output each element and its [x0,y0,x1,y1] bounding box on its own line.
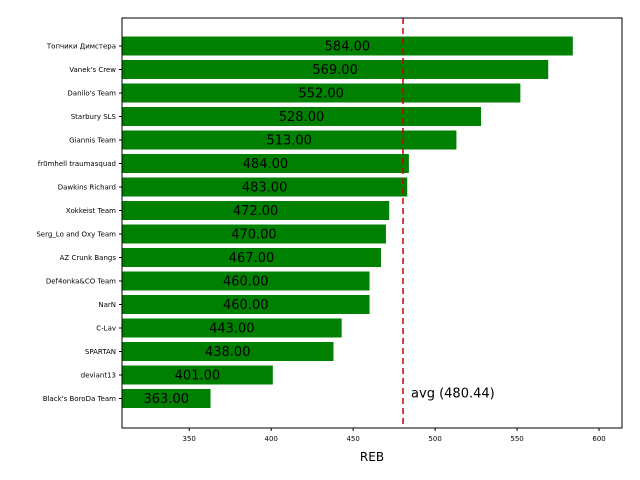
bar-value-label: 460.00 [223,275,269,290]
bar-value-label: 584.00 [325,40,371,55]
bar [122,271,370,291]
bar-value-label: 513.00 [266,134,312,149]
x-axis-label: REB [360,450,384,464]
y-tick-label: NarN [98,301,116,309]
bar [122,60,549,79]
y-tick-label: Dawkins Richard [58,184,116,192]
y-tick-label: deviant13 [81,372,116,380]
bar [122,201,390,220]
bar-value-label: 467.00 [229,251,275,266]
bar-value-label: 472.00 [233,204,279,219]
bars-group [122,36,573,408]
bar [122,224,386,244]
y-tick-label: AZ Crunk Bangs [60,254,117,262]
bar-value-label: 483.00 [242,181,288,196]
x-tick-label: 600 [592,435,605,443]
x-tick-label: 400 [264,435,277,443]
bar [122,83,521,103]
y-tick-label: C-Lav [96,325,116,333]
y-tick-label: fr0mhell traumasquad [38,160,116,168]
bar-value-label: 552.00 [298,87,344,102]
bar [122,248,382,267]
y-tick-label: SPARTAN [85,348,116,356]
bar [122,342,334,361]
bar-value-label: 569.00 [312,63,358,78]
bar [122,318,342,338]
bar-value-label: 438.00 [205,345,251,360]
x-tick-label: 500 [428,435,441,443]
bar-value-label: 484.00 [243,157,289,172]
bar [122,365,273,385]
bar-value-label: 528.00 [279,110,325,125]
bar [122,36,573,56]
y-tick-label: Vanek's Crew [69,66,116,74]
bar-value-label: 470.00 [231,228,277,243]
x-tick-label: 350 [183,435,196,443]
y-tick-label: Black's BoroDa Team [43,395,116,403]
x-tick-label: 550 [510,435,523,443]
y-tick-label: Starbury SLS [71,113,117,121]
average-line-group: avg (480.44) [402,18,495,428]
axes-frame [121,17,623,429]
value-labels-group: 584.00 569.00 552.00 528.00 513.00 484.00 483.… [144,40,371,408]
bar [122,389,211,408]
y-tick-label: Giannis Team [69,137,116,145]
bar [122,295,370,314]
x-axis: 350 400 450 500 550 600 [183,428,606,443]
y-tick-label: Serg_Lo and Oxy Team [36,231,116,239]
average-label: avg (480.44) [411,387,495,402]
bar-value-label: 460.00 [223,298,269,313]
y-tick-label: Def4onka&CO Team [46,278,116,286]
bar-value-label: 363.00 [144,392,190,407]
y-tick-label: Danilo's Team [67,90,116,98]
y-axis: Топчики Димстера Vanek's Crew Danilo's Tea… [36,43,122,403]
y-tick-label: Топчики Димстера [46,43,116,51]
bar [122,177,408,197]
bar [122,154,409,173]
bar-value-label: 443.00 [209,322,255,337]
bar [122,107,482,126]
y-tick-label: Xokkeist Team [66,207,116,215]
x-tick-label: 450 [346,435,359,443]
bar-value-label: 401.00 [175,369,221,384]
bar [122,130,457,150]
